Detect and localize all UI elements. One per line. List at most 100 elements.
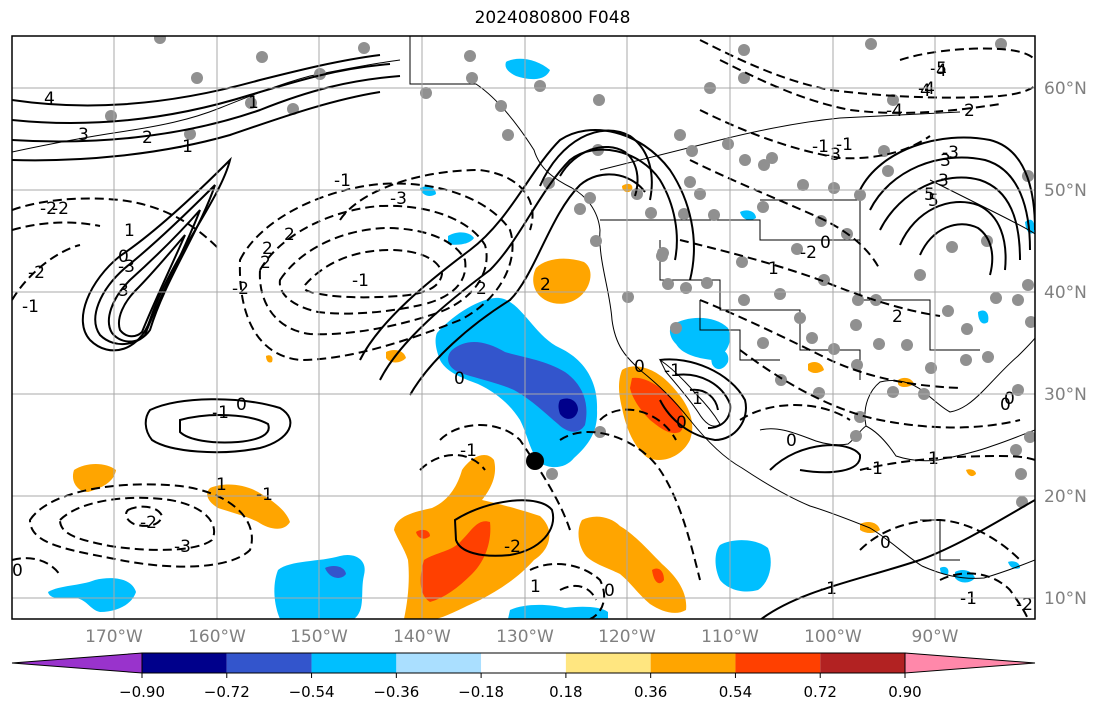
colorbar-swatch: [311, 653, 397, 673]
contour-lines: [12, 54, 1035, 619]
station-marker: [797, 179, 809, 191]
contour-label: 4: [936, 61, 947, 81]
negative-anomaly-peak: [558, 398, 578, 419]
negative-anomaly-area: [955, 570, 975, 583]
negative-contour: [859, 518, 1021, 561]
station-marker: [656, 250, 668, 262]
station-marker: [464, 50, 476, 62]
colorbar-swatch: [481, 653, 566, 673]
contour-label: -2: [504, 537, 521, 557]
negative-anomaly-area: [669, 317, 731, 360]
map-frame: [11, 35, 1036, 620]
border: [929, 179, 1035, 235]
station-marker: [995, 38, 1007, 50]
station-marker: [850, 319, 862, 331]
station-marker: [960, 354, 972, 366]
positive-anomaly-area: [966, 469, 976, 477]
longitude-labels: 170°W 160°W 150°W 140°W 130°W 120°W 110°…: [85, 627, 959, 647]
colorbar-tick-label: 0.72: [804, 683, 837, 701]
station-marker: [701, 277, 713, 289]
contour-label: 4: [44, 89, 55, 109]
negative-contour: [278, 226, 467, 315]
station-marker: [1012, 294, 1024, 306]
positive-contour: [144, 398, 292, 454]
negative-contour: [258, 204, 488, 336]
positive-contour: [899, 200, 1007, 271]
station-marker: [870, 294, 882, 306]
negative-contour: [339, 168, 534, 231]
lat-label: 30°N: [1044, 385, 1087, 405]
contour-label: -2: [40, 199, 57, 219]
negative-contour: [12, 557, 61, 576]
station-marker: [738, 72, 750, 84]
station-marker: [774, 288, 786, 300]
negative-anomaly-core: [325, 566, 346, 578]
station-marker: [358, 42, 370, 54]
negative-anomaly-area: [448, 232, 474, 245]
positive-anomaly-area: [72, 464, 116, 492]
station-marker: [852, 294, 864, 306]
negative-anomaly-area: [978, 310, 989, 324]
station-marker: [982, 351, 994, 363]
station-marker: [850, 430, 862, 442]
positive-contour: [107, 209, 201, 343]
positive-contour: [759, 499, 1035, 619]
station-marker: [791, 243, 803, 255]
station-marker: [813, 387, 825, 399]
lon-label: 130°W: [496, 627, 554, 647]
station-marker: [828, 182, 840, 194]
station-marker: [546, 468, 558, 480]
negative-contour: [599, 408, 677, 441]
negative-contour: [739, 404, 851, 421]
contour-label: 1: [692, 389, 703, 409]
contour-label: -3: [390, 189, 407, 209]
station-marker: [1022, 279, 1034, 291]
contour-label: -5: [930, 59, 947, 79]
colorbar-tick-label: 0.54: [719, 683, 752, 701]
contour-label: 2: [260, 253, 271, 273]
lat-label: 60°N: [1044, 79, 1087, 99]
station-marker: [818, 274, 830, 286]
colorbar-swatch: [142, 653, 227, 673]
contour-label: -1: [256, 485, 273, 505]
contour-label: -1: [836, 135, 853, 155]
contour-label: 2: [284, 225, 295, 245]
station-marker: [854, 189, 866, 201]
contour-label: -1: [334, 171, 351, 191]
contour-label: 0: [1004, 389, 1015, 409]
contour-label: 0: [236, 395, 247, 415]
station-marker: [738, 294, 750, 306]
contour-label: 3: [78, 125, 89, 145]
negative-contour: [859, 454, 1035, 471]
map-title: 2024080800 F048: [474, 8, 631, 28]
positive-anomaly-area: [266, 355, 273, 363]
colorbar-tick-label: 0.90: [888, 683, 921, 701]
station-marker: [794, 312, 806, 324]
contour-label: 1: [928, 449, 939, 469]
station-marker: [1025, 316, 1035, 328]
contour-label: 1: [248, 93, 259, 113]
contour-label: -1: [820, 579, 837, 599]
positive-contour: [869, 156, 1031, 251]
station-marker: [622, 291, 634, 303]
station-marker: [722, 138, 734, 150]
positive-contour: [409, 173, 646, 396]
positive-contour: [559, 145, 639, 197]
contour-label: 3: [938, 171, 949, 191]
station-marker: [594, 426, 606, 438]
positive-anomaly-area: [578, 516, 687, 613]
colorbar-tick-label: −0.54: [289, 683, 335, 701]
station-marker: [154, 36, 166, 44]
station-marker: [662, 278, 674, 290]
colorbar-swatch: [396, 653, 482, 673]
station-marker: [851, 359, 863, 371]
positive-anomaly-area: [533, 258, 591, 304]
negative-contour: [125, 505, 164, 527]
border: [920, 519, 960, 561]
contour-label: 1: [124, 221, 135, 241]
coastline: [599, 111, 961, 171]
positive-contour: [379, 148, 678, 381]
station-marker: [925, 362, 937, 374]
contour-label: -1: [812, 137, 829, 157]
